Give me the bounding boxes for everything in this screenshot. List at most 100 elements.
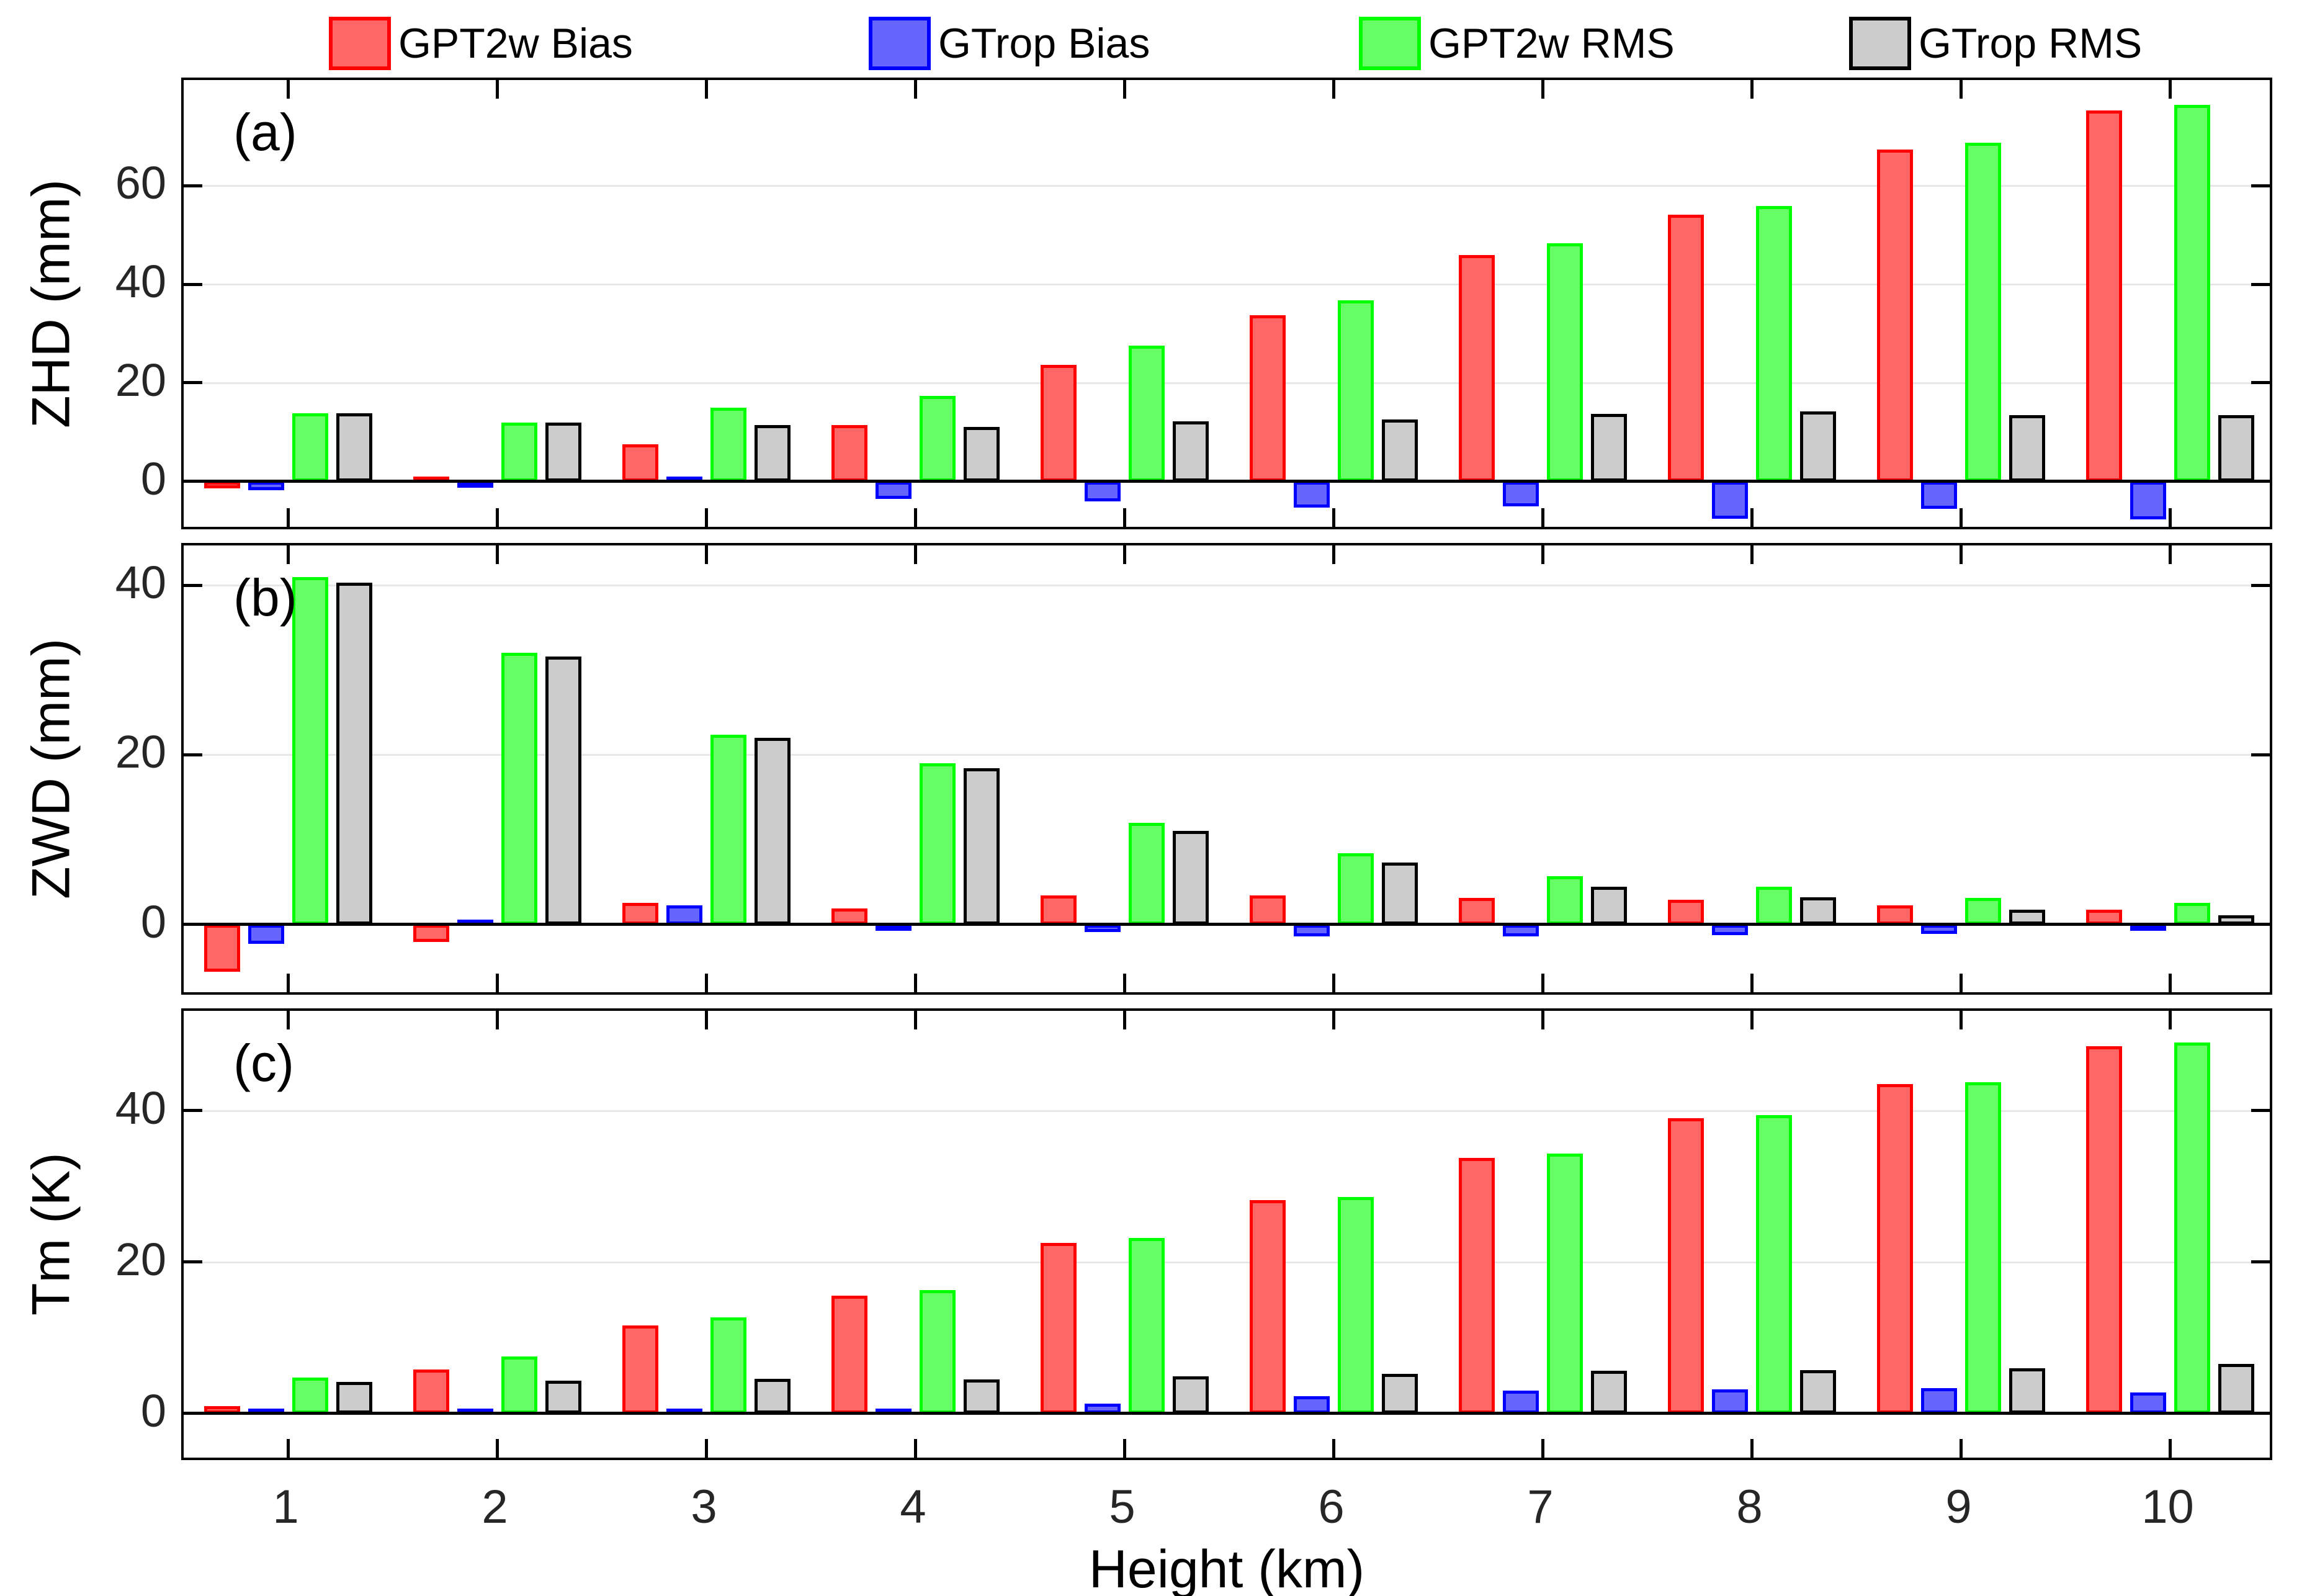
- bar-gpt2w-bias-h6: [1250, 1199, 1286, 1414]
- x-axis-tick: [1960, 508, 1963, 527]
- bar-gtrop-rms-h1: [336, 583, 372, 925]
- x-axis-tick: [2169, 974, 2172, 992]
- bar-gpt2w-rms-h9: [1965, 1082, 2001, 1414]
- bar-gpt2w-bias-h7: [1459, 898, 1495, 925]
- bar-gtrop-rms-h5: [1173, 1376, 1209, 1414]
- y-axis-tick: [2251, 381, 2270, 385]
- bar-gpt2w-rms-h9: [1965, 898, 2001, 925]
- x-axis-tick: [705, 508, 708, 527]
- panel-letter: (a): [233, 103, 297, 161]
- bar-gtrop-bias-h1: [248, 481, 284, 491]
- bar-gpt2w-rms-h4: [920, 396, 956, 482]
- gridline-20: [184, 382, 2270, 384]
- bar-gpt2w-bias-h9: [1877, 150, 1913, 482]
- x-axis-label: Height (km): [1088, 1540, 1365, 1596]
- bar-gpt2w-bias-h8: [1668, 1118, 1704, 1414]
- bar-gpt2w-rms-h5: [1129, 1237, 1165, 1414]
- y-axis-title: Tm (K): [21, 1152, 81, 1316]
- y-tick-label: 0: [140, 895, 166, 948]
- y-axis-title: ZWD (mm): [21, 638, 81, 900]
- y-tick-label: 40: [115, 557, 166, 609]
- gridline-40: [184, 284, 2270, 286]
- bar-gpt2w-rms-h7: [1547, 876, 1583, 925]
- y-axis-tick: [2251, 583, 2270, 587]
- x-axis-tick: [496, 508, 499, 527]
- bar-gpt2w-bias-h9: [1877, 905, 1913, 925]
- y-tick-label: 0: [140, 452, 166, 504]
- bar-gpt2w-bias-h9: [1877, 1084, 1913, 1414]
- legend-swatch-gtrop-bias: [869, 17, 931, 70]
- x-axis-tick: [2169, 508, 2172, 527]
- bar-gtrop-bias-h4: [876, 924, 912, 931]
- x-axis-tick: [1123, 1011, 1126, 1029]
- bar-gpt2w-rms-h6: [1338, 1196, 1374, 1414]
- x-axis-tick: [1750, 1439, 1754, 1458]
- bar-gpt2w-rms-h9: [1965, 142, 2001, 482]
- y-axis-tick: [184, 282, 202, 286]
- bar-gpt2w-rms-h3: [710, 1317, 746, 1414]
- bar-gtrop-rms-h5: [1173, 421, 1209, 482]
- gridline-60: [184, 185, 2270, 187]
- y-axis-tick: [184, 1260, 202, 1264]
- bar-gpt2w-rms-h4: [920, 1289, 956, 1414]
- bar-gtrop-rms-h10: [2218, 915, 2254, 925]
- bar-gpt2w-rms-h3: [710, 407, 746, 482]
- x-axis-tick: [1332, 1011, 1335, 1029]
- x-axis-tick: [287, 974, 290, 992]
- gridline-40: [184, 585, 2270, 587]
- x-axis-tick: [705, 545, 708, 564]
- x-axis-tick: [1332, 1439, 1335, 1458]
- x-axis-tick: [914, 545, 917, 564]
- bar-gtrop-rms-h2: [545, 656, 581, 925]
- bar-gtrop-bias-h6: [1294, 924, 1330, 936]
- x-axis-tick: [287, 508, 290, 527]
- y-axis-title: ZHD (mm): [21, 179, 81, 428]
- bar-gtrop-rms-h8: [1800, 1370, 1836, 1414]
- bar-gpt2w-rms-h10: [2174, 903, 2210, 925]
- bar-gtrop-rms-h3: [755, 1378, 791, 1414]
- bar-gpt2w-bias-h2: [413, 924, 449, 943]
- bar-gpt2w-rms-h6: [1338, 300, 1374, 482]
- y-axis-tick: [2251, 1109, 2270, 1113]
- x-axis-tick: [1750, 545, 1754, 564]
- bar-gpt2w-bias-h4: [831, 1295, 867, 1414]
- bar-gtrop-rms-h4: [964, 426, 1000, 482]
- bar-gtrop-rms-h7: [1591, 887, 1627, 925]
- bar-gpt2w-rms-h1: [292, 576, 328, 925]
- bar-gpt2w-bias-h10: [2086, 110, 2122, 482]
- bar-gtrop-rms-h8: [1800, 411, 1836, 482]
- bar-gpt2w-rms-h7: [1547, 1154, 1583, 1414]
- y-axis-tick: [2251, 282, 2270, 286]
- x-axis-tick: [1750, 80, 1754, 99]
- y-axis-tick: [184, 1109, 202, 1113]
- y-axis-tick: [2251, 753, 2270, 756]
- x-axis-tick: [705, 974, 708, 992]
- legend-label: GPT2w RMS: [1428, 20, 1675, 67]
- x-axis-tick: [1541, 1011, 1544, 1029]
- bar-gpt2w-bias-h10: [2086, 910, 2122, 925]
- gridline-40: [184, 1110, 2270, 1112]
- x-axis-tick: [705, 1439, 708, 1458]
- zero-line: [184, 480, 2270, 483]
- x-tick-label: 3: [691, 1481, 717, 1533]
- x-tick-label: 6: [1318, 1481, 1345, 1533]
- x-axis-tick: [1960, 974, 1963, 992]
- gridline-20: [184, 754, 2270, 756]
- x-axis-tick: [914, 80, 917, 99]
- y-axis-tick: [2251, 480, 2270, 483]
- panel-letter: (b): [233, 568, 297, 627]
- x-axis-tick: [496, 1011, 499, 1029]
- legend-item: GTrop Bias: [869, 14, 1150, 73]
- bar-gtrop-rms-h8: [1800, 897, 1836, 925]
- y-tick-label: 60: [115, 157, 166, 209]
- bar-gtrop-rms-h9: [2009, 1368, 2045, 1414]
- bar-gtrop-rms-h7: [1591, 414, 1627, 482]
- bar-gpt2w-bias-h7: [1459, 255, 1495, 482]
- x-axis-tick: [1123, 80, 1126, 99]
- bar-gpt2w-rms-h10: [2174, 1042, 2210, 1414]
- x-tick-label: 8: [1736, 1481, 1763, 1533]
- bar-gtrop-bias-h10: [2130, 1392, 2166, 1414]
- x-axis-tick: [496, 545, 499, 564]
- legend-item: GPT2w RMS: [1359, 14, 1675, 73]
- x-tick-label: 4: [900, 1481, 926, 1533]
